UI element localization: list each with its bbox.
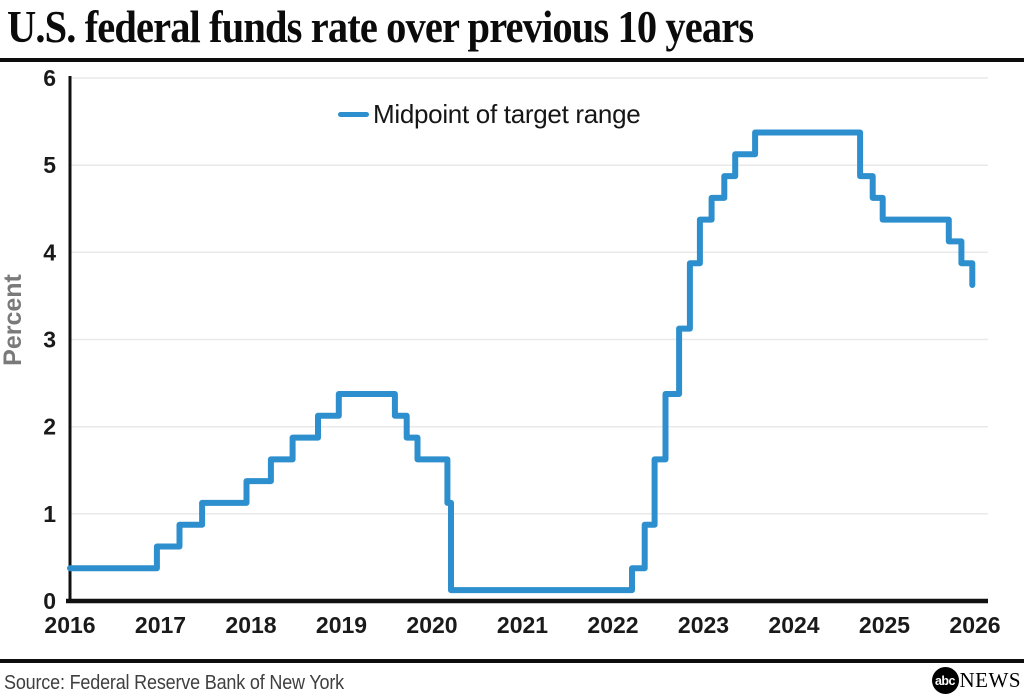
page-title: U.S. federal funds rate over previous 10… bbox=[7, 1, 754, 52]
abc-news-logo: abc NEWS bbox=[931, 667, 1022, 694]
x-tick-label: 2025 bbox=[859, 612, 910, 638]
x-tick-label: 2016 bbox=[44, 612, 95, 638]
y-tick-label: 2 bbox=[43, 414, 56, 440]
y-tick-label: 6 bbox=[43, 65, 56, 91]
abc-news-wordmark: NEWS bbox=[959, 668, 1021, 692]
legend-label: Midpoint of target range bbox=[373, 99, 641, 129]
y-tick-label: 3 bbox=[43, 327, 56, 353]
legend-line-swatch bbox=[338, 112, 369, 117]
x-tick-label: 2021 bbox=[497, 612, 548, 638]
title-divider bbox=[0, 58, 1024, 62]
x-tick-label: 2018 bbox=[225, 612, 276, 638]
y-tick-label: 5 bbox=[43, 152, 56, 178]
y-tick-label: 4 bbox=[43, 239, 56, 265]
y-tick-label: 1 bbox=[43, 501, 56, 527]
y-axis-title: Percent bbox=[0, 273, 27, 365]
x-tick-label: 2024 bbox=[768, 612, 819, 638]
x-tick-label: 2022 bbox=[587, 612, 638, 638]
source-attribution: Source: Federal Reserve Bank of New York bbox=[4, 672, 344, 694]
y-tick-label: 0 bbox=[43, 588, 56, 614]
series-midpoint-line bbox=[67, 129, 976, 594]
abc-logo-icon: abc bbox=[931, 667, 959, 694]
x-tick-label: 2019 bbox=[316, 612, 367, 638]
x-tick-label: 2026 bbox=[949, 612, 1000, 638]
legend: Midpoint of target range bbox=[338, 99, 641, 130]
x-tick-label: 2020 bbox=[406, 612, 457, 638]
x-tick-label: 2023 bbox=[678, 612, 729, 638]
footer-divider bbox=[0, 659, 1024, 663]
x-tick-label: 2017 bbox=[135, 612, 186, 638]
